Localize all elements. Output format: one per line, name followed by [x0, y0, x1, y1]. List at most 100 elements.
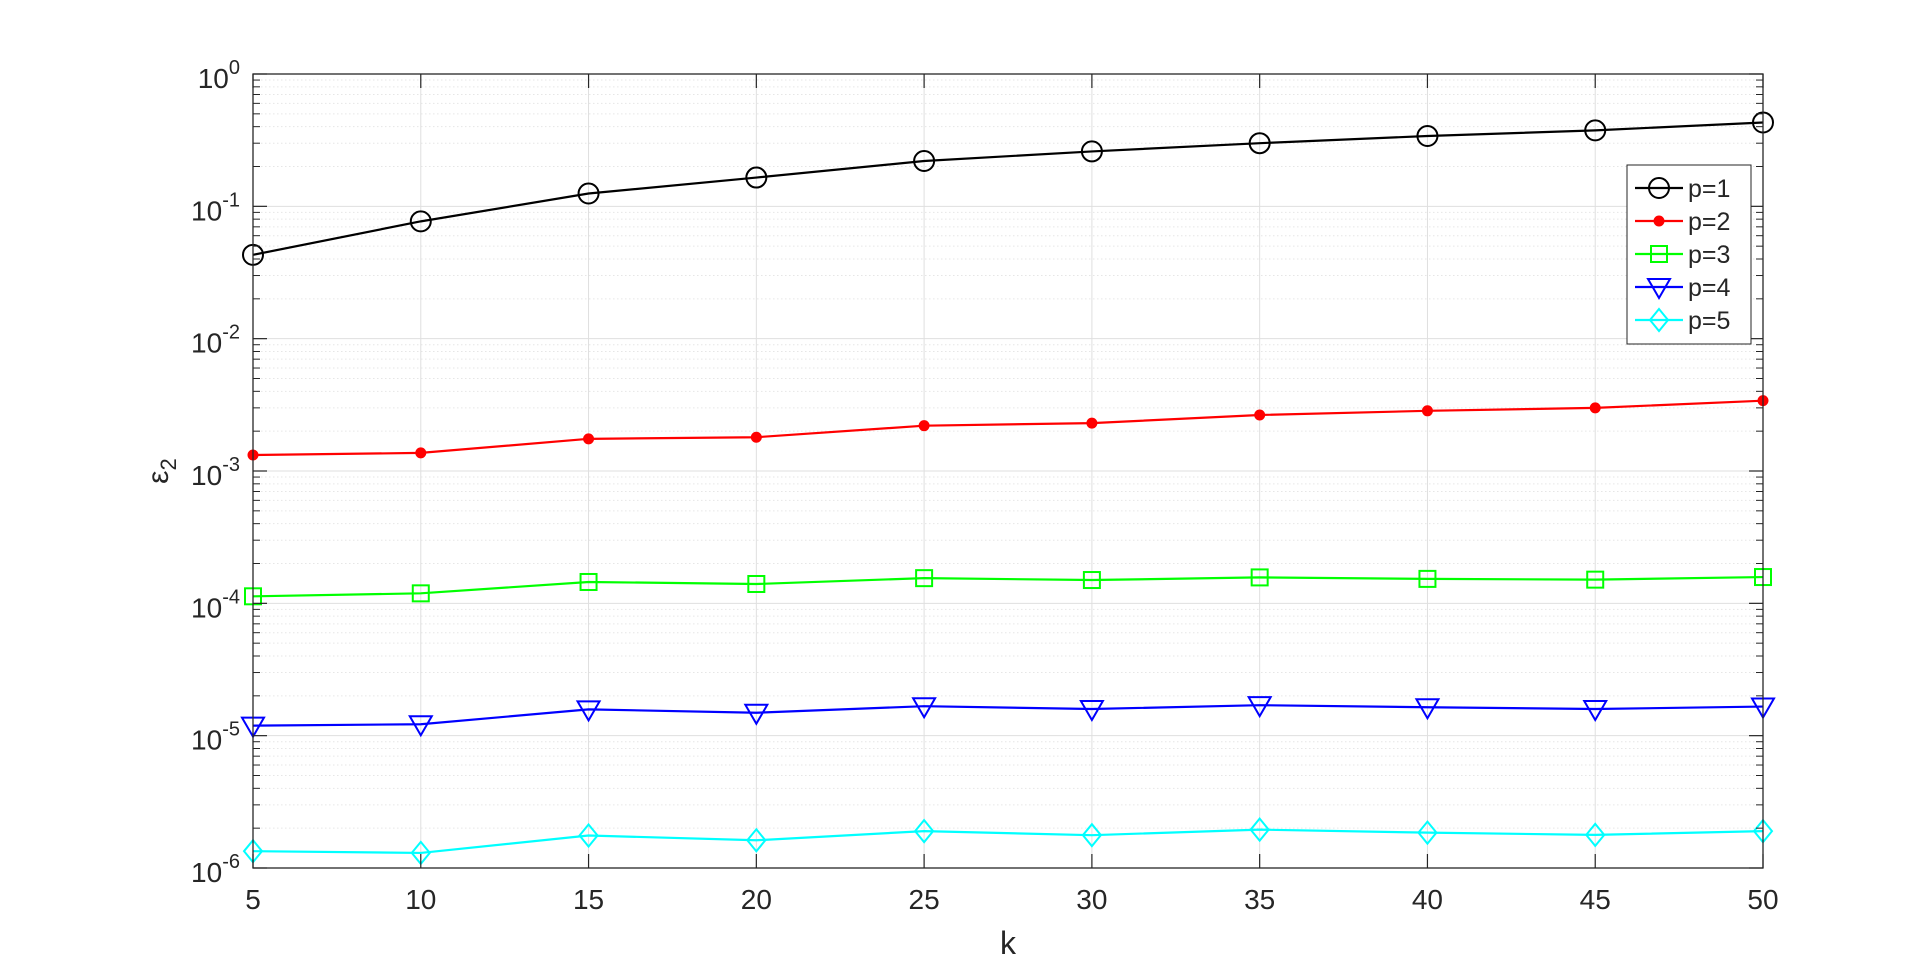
- y-tick-label-base: 10: [191, 857, 222, 888]
- data-point: [577, 182, 600, 205]
- y-tick-label: 10-1: [191, 189, 240, 226]
- y-tick-label: 10-5: [191, 719, 240, 756]
- series-line: [252, 121, 1764, 256]
- y-axis-label-symbol: ε: [142, 470, 175, 483]
- y-tick-label: 10-3: [191, 454, 240, 491]
- data-point: [1246, 696, 1273, 719]
- data-point: [409, 210, 432, 233]
- series-p=5: [242, 817, 1774, 866]
- data-point: [743, 703, 770, 726]
- data-point: [746, 827, 767, 853]
- y-tick-label-exponent: -1: [222, 189, 240, 211]
- legend-entry: p=4: [1635, 274, 1731, 302]
- series-line: [252, 828, 1764, 855]
- x-tick-label: 25: [909, 884, 940, 915]
- legend-marker: [1650, 245, 1668, 263]
- data-point: [1248, 132, 1271, 155]
- data-point: [750, 431, 762, 443]
- data-point: [913, 818, 935, 844]
- y-tick-label-base: 10: [191, 328, 222, 359]
- data-point: [911, 697, 937, 720]
- data-point: [415, 447, 427, 459]
- y-tick-label-exponent: -3: [222, 454, 240, 476]
- series-line: [252, 575, 1764, 598]
- legend-marker: [1646, 278, 1672, 300]
- y-tick-label-base: 10: [191, 195, 222, 226]
- y-tick-label-exponent: 0: [229, 57, 240, 79]
- data-point: [575, 700, 602, 723]
- y-tick-label-exponent: -4: [222, 586, 240, 608]
- y-tick-label: 10-4: [191, 586, 240, 623]
- data-point: [1250, 568, 1269, 587]
- ticks: [252, 73, 1764, 869]
- y-tick-label-base: 10: [191, 460, 222, 491]
- x-tick-label: 5: [245, 884, 261, 915]
- legend-entry: p=5: [1635, 307, 1730, 335]
- data-point: [1417, 820, 1438, 846]
- y-axis-label-subscript: 2: [156, 458, 181, 470]
- x-tick-label: 45: [1580, 884, 1611, 915]
- data-point: [1254, 409, 1266, 421]
- y-axis-label: ε2: [142, 458, 181, 484]
- series-p=4: [240, 696, 1776, 739]
- data-point: [1586, 570, 1605, 589]
- x-tick-label: 30: [1076, 884, 1107, 915]
- y-tick-label-base: 10: [198, 63, 229, 94]
- data-point: [1584, 822, 1606, 848]
- data-point: [408, 715, 434, 738]
- y-tick-label-base: 10: [191, 592, 222, 623]
- legend-label: p=1: [1688, 175, 1730, 203]
- x-tick-label: 50: [1747, 884, 1778, 915]
- data-point: [918, 420, 930, 432]
- y-tick-label: 10-2: [191, 322, 240, 359]
- legend-label: p=2: [1688, 208, 1730, 236]
- legend-entry: p=3: [1635, 241, 1730, 269]
- data-point: [1416, 125, 1439, 148]
- y-tick-label-exponent: -2: [222, 322, 240, 344]
- y-tick-label-base: 10: [191, 725, 222, 756]
- data-point: [1081, 822, 1103, 848]
- data-point: [579, 572, 598, 591]
- data-point: [1414, 698, 1441, 721]
- x-tick-label: 20: [741, 884, 772, 915]
- x-tick-label: 15: [573, 884, 604, 915]
- data-point: [1418, 569, 1437, 588]
- data-point: [745, 166, 768, 189]
- series-layer: [240, 111, 1776, 866]
- data-point: [1082, 571, 1101, 590]
- data-point: [1582, 700, 1608, 723]
- series-line: [252, 399, 1764, 457]
- series-line: [252, 704, 1764, 727]
- legend-label: p=5: [1688, 307, 1730, 335]
- legend-marker: [1648, 307, 1670, 333]
- data-point: [1584, 119, 1607, 142]
- legend: p=1 p=2 p=3 p=4 p=5: [1626, 164, 1752, 345]
- series-p=2: [247, 395, 1769, 461]
- data-point: [1079, 700, 1105, 723]
- data-point: [915, 569, 934, 588]
- data-point: [913, 150, 936, 173]
- legend-entry: p=2: [1635, 208, 1730, 236]
- x-tick-labels: 5 10 15 20 25 30 35 40 45 50: [245, 884, 1778, 915]
- series-p=1: [242, 111, 1774, 266]
- x-tick-label: 40: [1412, 884, 1443, 915]
- legend-label: p=4: [1688, 274, 1731, 302]
- y-tick-label: 100: [198, 57, 240, 94]
- y-tick-label-exponent: -5: [222, 719, 240, 741]
- data-point: [411, 584, 430, 603]
- data-point: [1086, 417, 1098, 429]
- data-point: [578, 822, 599, 849]
- data-point: [1080, 140, 1103, 163]
- legend-marker: [1648, 177, 1670, 199]
- data-point: [1589, 402, 1601, 414]
- y-tick-label-exponent: -6: [222, 851, 240, 873]
- x-tick-label: 35: [1244, 884, 1275, 915]
- data-point: [1249, 817, 1270, 843]
- x-axis-label: k: [1000, 925, 1017, 961]
- data-point: [747, 574, 766, 593]
- legend-label: p=3: [1688, 241, 1730, 269]
- data-point: [583, 433, 595, 445]
- y-tick-label: 10-6: [191, 851, 240, 888]
